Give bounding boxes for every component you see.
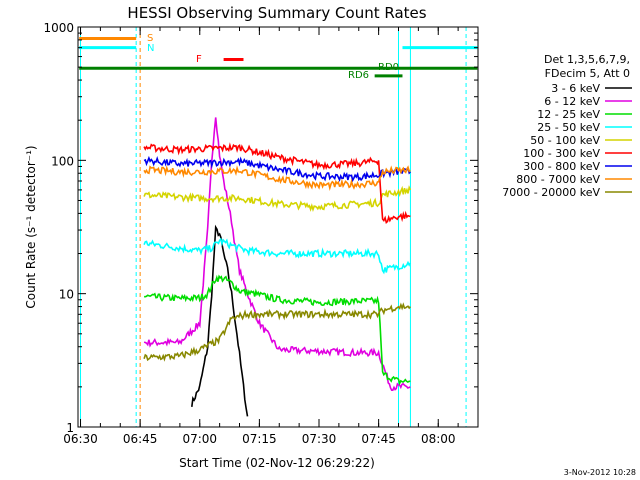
series-line-4 <box>143 185 412 212</box>
series-line-5 <box>143 142 411 224</box>
axes: 06:30 06:45 07:00 07:15 07:30 07:45 08:00 1 10 10… <box>43 21 479 446</box>
series-line-0 <box>191 224 249 417</box>
status-bars <box>79 36 478 78</box>
x-axis-label: Start Time (02-Nov-12 06:29:22) <box>179 456 375 470</box>
legend-entry-label: 6 - 12 keV <box>544 95 600 108</box>
legend-entry-label: 7000 - 20000 keV <box>502 186 600 199</box>
series-line-1 <box>143 117 411 392</box>
series-line-6 <box>143 155 411 183</box>
x-tick-label: 07:30 <box>302 432 337 446</box>
y-tick-label: 1 <box>66 421 74 435</box>
legend-entry-label: 800 - 7000 keV <box>516 173 600 186</box>
x-tick-label: 07:15 <box>242 432 277 446</box>
annotations: SN F RD0 RD6 <box>147 33 399 81</box>
annotation-label: F <box>196 54 202 65</box>
series-line-7 <box>143 165 411 192</box>
legend-header: FDecim 5, Att 0 <box>545 67 630 80</box>
annotation-label: RD6 <box>348 70 369 81</box>
y-tick-label: 1000 <box>43 21 74 35</box>
chart-title: HESSI Observing Summary Count Rates <box>127 4 426 22</box>
legend: Det 1,3,5,6,7,9,FDecim 5, Att 0 3 - 6 keV… <box>502 53 632 199</box>
annotation-label: RD0 <box>378 62 399 73</box>
x-tick-label: 06:30 <box>63 432 98 446</box>
legend-entry-label: 25 - 50 keV <box>537 121 600 134</box>
legend-entry-label: 3 - 6 keV <box>551 82 600 95</box>
legend-entry-label: 50 - 100 keV <box>530 134 600 147</box>
series-layer <box>143 117 412 417</box>
legend-header: Det 1,3,5,6,7,9, <box>544 53 630 66</box>
y-tick-label: 100 <box>51 154 74 168</box>
y-axis-label: Count Rate (s⁻¹ detector⁻¹) <box>24 145 38 308</box>
legend-entry-label: 100 - 300 keV <box>523 147 600 160</box>
legend-entry-label: 12 - 25 keV <box>537 108 600 121</box>
x-tick-label: 07:45 <box>361 432 396 446</box>
plot-frame <box>77 26 479 428</box>
x-tick-label: 06:45 <box>123 432 158 446</box>
series-line-3 <box>143 237 412 275</box>
x-tick-label: 07:00 <box>182 432 217 446</box>
legend-entry-label: 300 - 800 keV <box>523 160 600 173</box>
series-line-8 <box>143 302 412 362</box>
annotation-label: S <box>147 33 153 44</box>
x-tick-label: 08:00 <box>421 432 456 446</box>
y-tick-label: 10 <box>59 288 74 302</box>
annotation-label: N <box>147 43 154 54</box>
gridlines <box>80 27 467 427</box>
footer-date: 3-Nov-2012 10:28 <box>564 468 636 477</box>
series-line-2 <box>144 274 411 386</box>
